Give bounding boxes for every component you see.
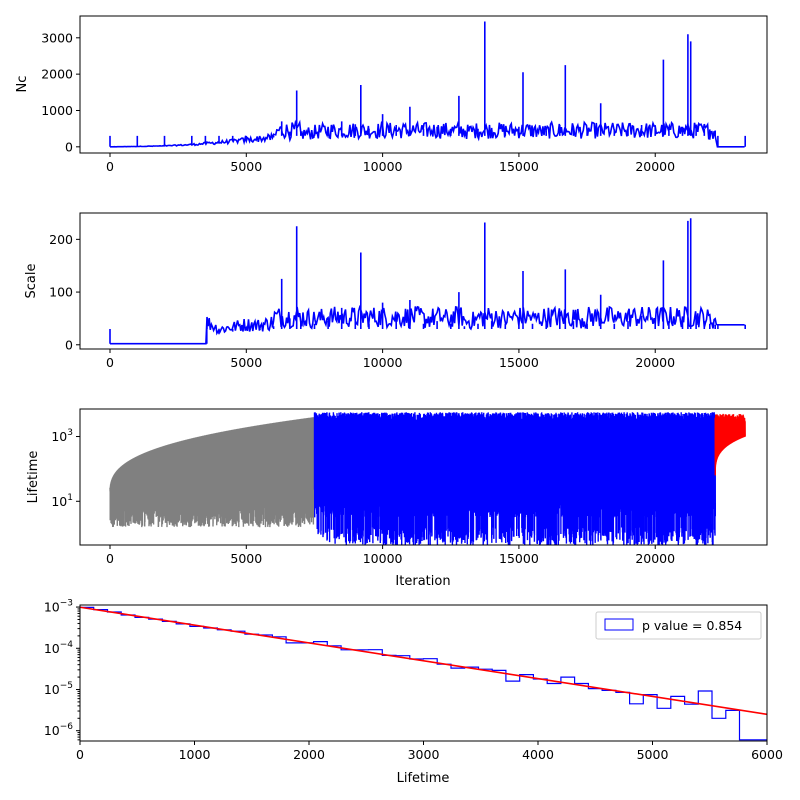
x-tick-label: 0 bbox=[106, 551, 114, 566]
x-tick-label: 20000 bbox=[635, 159, 675, 174]
lifetime-histogram-panel: 0 1000 2000 3000 4000 5000 6000 10−3 10−4 10−5 10… bbox=[44, 599, 783, 786]
legend-swatch bbox=[604, 618, 634, 631]
x-tick-label: 10000 bbox=[363, 159, 403, 174]
series-line bbox=[109, 21, 746, 148]
x-tick-label: 20000 bbox=[635, 551, 675, 566]
lifetime-trace-ylabel: Lifetime bbox=[26, 451, 41, 504]
y-tick-label: 10−4 bbox=[44, 640, 73, 656]
nc-panel: 0 5000 10000 15000 20000 0 1000 2000 3000 Nc bbox=[15, 15, 768, 174]
iteration-xlabel: Iteration bbox=[395, 574, 450, 589]
y-tick-label: 3000 bbox=[41, 30, 73, 45]
scale-panel: 0 5000 10000 15000 20000 0 100 200 Scale bbox=[24, 212, 768, 370]
legend-frame bbox=[595, 611, 762, 640]
y-tick-label: 2000 bbox=[41, 67, 73, 82]
x-tick-label: 10000 bbox=[363, 355, 403, 370]
x-tick-label: 6000 bbox=[751, 747, 783, 762]
lifetime-xlabel: Lifetime bbox=[397, 771, 450, 786]
lifetime-trace-panel: 0 5000 10000 15000 20000 101 103 Lifetime Ite… bbox=[26, 408, 768, 589]
x-tick-label: 0 bbox=[106, 355, 114, 370]
x-tick-label: 5000 bbox=[230, 159, 262, 174]
scale-ylabel: Scale bbox=[24, 264, 39, 299]
x-tick-label: 1000 bbox=[179, 747, 211, 762]
nc-axes-frame bbox=[79, 15, 768, 154]
lifetime-series bbox=[313, 412, 716, 545]
y-tick-label: 0 bbox=[65, 139, 73, 154]
y-tick-label: 10−6 bbox=[44, 722, 73, 738]
x-tick-label: 5000 bbox=[230, 551, 262, 566]
legend-label: p value = 0.854 bbox=[642, 618, 742, 633]
y-tick-label: 0 bbox=[65, 337, 73, 352]
histogram-legend: p value = 0.854 bbox=[595, 611, 762, 640]
x-tick-label: 0 bbox=[76, 747, 84, 762]
histogram-steps bbox=[80, 606, 767, 741]
x-tick-label: 15000 bbox=[499, 355, 539, 370]
lifetime-trace-axes-frame bbox=[79, 408, 768, 546]
x-tick-label: 0 bbox=[106, 159, 114, 174]
y-tick-label: 103 bbox=[51, 428, 73, 444]
x-tick-label: 5000 bbox=[230, 355, 262, 370]
lifetime-histogram-axes-frame bbox=[79, 604, 768, 742]
x-tick-label: 2000 bbox=[293, 747, 325, 762]
y-tick-label: 100 bbox=[49, 285, 73, 300]
x-tick-label: 15000 bbox=[499, 551, 539, 566]
y-tick-label: 10−5 bbox=[44, 681, 73, 697]
x-tick-label: 5000 bbox=[637, 747, 669, 762]
x-tick-label: 15000 bbox=[499, 159, 539, 174]
lifetime-series bbox=[714, 413, 746, 476]
x-tick-label: 4000 bbox=[522, 747, 554, 762]
series-line bbox=[109, 218, 746, 345]
y-tick-label: 101 bbox=[51, 493, 73, 509]
lifetime-series bbox=[109, 417, 316, 528]
y-tick-label: 10−3 bbox=[44, 599, 73, 615]
exponential-fit-line bbox=[80, 606, 767, 716]
nc-ylabel: Nc bbox=[15, 76, 30, 93]
y-tick-label: 200 bbox=[49, 232, 73, 247]
x-tick-label: 3000 bbox=[408, 747, 440, 762]
scale-axes-frame bbox=[79, 212, 768, 350]
x-tick-label: 10000 bbox=[363, 551, 403, 566]
x-tick-label: 20000 bbox=[635, 355, 675, 370]
y-tick-label: 1000 bbox=[41, 103, 73, 118]
